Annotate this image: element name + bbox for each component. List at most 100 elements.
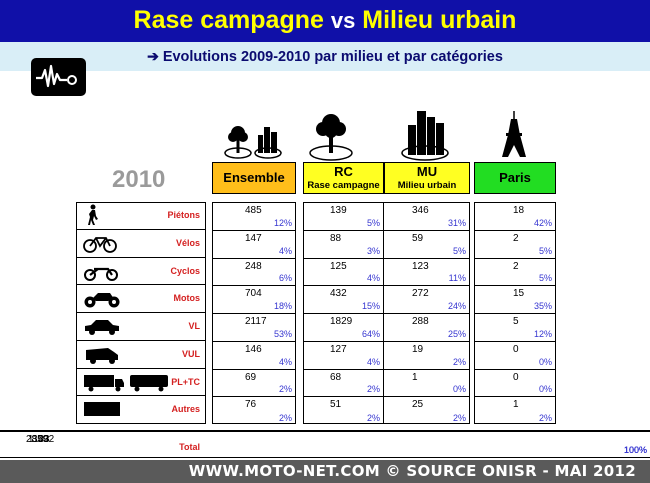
cell-percent: 18% bbox=[273, 301, 292, 311]
cell-value: 248 bbox=[245, 260, 262, 272]
cell-value: 2 bbox=[513, 260, 519, 272]
cell-value: 59 bbox=[412, 232, 424, 244]
table-cell: 59 5% bbox=[384, 231, 469, 259]
cell-value: 76 bbox=[245, 399, 257, 411]
cell-value: 147 bbox=[245, 232, 262, 244]
tree-and-city-icon bbox=[222, 107, 284, 163]
cell-percent: 5% bbox=[366, 217, 380, 228]
cell-percent: 0% bbox=[538, 356, 552, 367]
table-cell: 1829 64% bbox=[304, 314, 383, 342]
table-cell: 147 4% bbox=[213, 231, 295, 259]
table-cell: 288 25% bbox=[384, 314, 469, 342]
table-cell: 272 24% bbox=[384, 286, 469, 314]
van-icon bbox=[82, 343, 122, 365]
bicycle-icon bbox=[82, 232, 122, 254]
table-cell: 432 15% bbox=[304, 286, 383, 314]
column-ensemble: 485 12% 147 4% 248 6% 704 18% 2117 53% 146 4% 69 2% 76… bbox=[212, 202, 296, 424]
title-part-b: Milieu urbain bbox=[362, 6, 517, 34]
total-value: 1133 bbox=[28, 434, 50, 445]
total-percent: 100% bbox=[623, 445, 647, 455]
table-cell: 88 3% bbox=[304, 231, 383, 259]
cell-value: 88 bbox=[330, 232, 342, 244]
cell-percent: 5% bbox=[538, 245, 552, 256]
cell-value: 125 bbox=[330, 260, 347, 272]
category-row: Autres bbox=[76, 396, 206, 424]
year-label: 2010 bbox=[112, 166, 166, 193]
cell-percent: 6% bbox=[278, 273, 292, 284]
cell-percent: 4% bbox=[366, 273, 380, 284]
cell-value: 15 bbox=[513, 288, 525, 300]
column-header-ensemble: Ensemble bbox=[212, 162, 296, 194]
table-cell: 19 2% bbox=[384, 342, 469, 370]
cell-value: 0 bbox=[513, 343, 519, 355]
cell-value: 127 bbox=[330, 343, 347, 355]
table-cell: 15 35% bbox=[475, 286, 555, 314]
category-row: VL bbox=[76, 313, 206, 341]
cell-value: 704 bbox=[245, 288, 262, 300]
cell-value: 1 bbox=[513, 399, 519, 411]
cell-value: 51 bbox=[330, 399, 342, 411]
cell-percent: 4% bbox=[278, 245, 292, 256]
cell-value: 485 bbox=[245, 205, 262, 216]
column-header-mu-sub: Milieu urbain bbox=[397, 180, 457, 191]
column-rc: 139 5% 88 3% 125 4% 432 15% 1829 64% 127 4% 68 2% 51 2% bbox=[303, 202, 384, 424]
cell-percent: 15% bbox=[361, 301, 380, 311]
table-cell: 127 4% bbox=[304, 342, 383, 370]
category-label: Piétons bbox=[167, 210, 200, 220]
cell-value: 25 bbox=[412, 399, 424, 411]
cell-percent: 2% bbox=[278, 384, 292, 395]
table-cell: 704 18% bbox=[213, 286, 295, 314]
cell-percent: 2% bbox=[278, 413, 292, 423]
table-cell: 2 5% bbox=[475, 231, 555, 259]
cell-percent: 0% bbox=[538, 384, 552, 395]
cell-percent: 24% bbox=[447, 301, 466, 311]
table-cell: 125 4% bbox=[304, 259, 383, 287]
title-part-a: Rase campagne bbox=[133, 6, 324, 34]
category-row: Piétons bbox=[76, 202, 206, 230]
moped-icon bbox=[82, 260, 122, 282]
cell-percent: 5% bbox=[538, 273, 552, 284]
page-title: Rase campagne vs Milieu urbain bbox=[134, 6, 517, 34]
column-paris: 18 42% 2 5% 2 5% 15 35% 5 12% 0 0% 0 0% 1 2% bbox=[474, 202, 556, 424]
table-cell: 2 5% bbox=[475, 259, 555, 287]
cell-value: 1829 bbox=[330, 316, 353, 327]
total-percent: 100% bbox=[623, 445, 647, 455]
table-cell: 76 2% bbox=[213, 397, 295, 425]
column-mu: 346 31% 59 5% 123 11% 272 24% 288 25% 19 2% 1 0% 25 2% bbox=[384, 202, 470, 424]
cell-percent: 2% bbox=[538, 413, 552, 423]
table-cell: 248 6% bbox=[213, 259, 295, 287]
category-row: Cyclos bbox=[76, 258, 206, 286]
table-cell: 2117 53% bbox=[213, 314, 295, 342]
column-header-paris: Paris bbox=[474, 162, 556, 194]
cell-percent: 0% bbox=[452, 384, 466, 395]
subtitle-band: ➔ Evolutions 2009-2010 par milieu et par … bbox=[0, 42, 650, 71]
total-percent: 100% bbox=[623, 445, 647, 455]
cell-value: 19 bbox=[412, 343, 424, 355]
table-cell: 146 4% bbox=[213, 342, 295, 370]
table-cell: 69 2% bbox=[213, 370, 295, 398]
category-label: VUL bbox=[182, 348, 200, 359]
cell-value: 288 bbox=[412, 316, 429, 327]
table-cell: 1 0% bbox=[384, 370, 469, 398]
table-cell: 123 11% bbox=[384, 259, 469, 287]
cell-value: 346 bbox=[412, 205, 429, 216]
total-label: Total bbox=[179, 442, 200, 452]
cell-value: 2 bbox=[513, 232, 519, 244]
cell-value: 18 bbox=[513, 205, 525, 216]
cell-percent: 4% bbox=[366, 356, 380, 367]
table-cell: 346 31% bbox=[384, 203, 469, 231]
cell-percent: 35% bbox=[533, 301, 552, 311]
cell-percent: 64% bbox=[361, 328, 380, 339]
cell-percent: 2% bbox=[366, 384, 380, 395]
category-column bbox=[76, 202, 206, 424]
cell-percent: 42% bbox=[533, 217, 552, 228]
other-block-icon bbox=[82, 398, 122, 420]
subtitle-text: Evolutions 2009-2010 par milieu et par c… bbox=[162, 49, 503, 65]
cell-percent: 2% bbox=[452, 413, 466, 423]
cell-value: 146 bbox=[245, 343, 262, 355]
table-cell: 25 2% bbox=[384, 397, 469, 425]
cell-value: 432 bbox=[330, 288, 347, 300]
cell-value: 123 bbox=[412, 260, 429, 272]
